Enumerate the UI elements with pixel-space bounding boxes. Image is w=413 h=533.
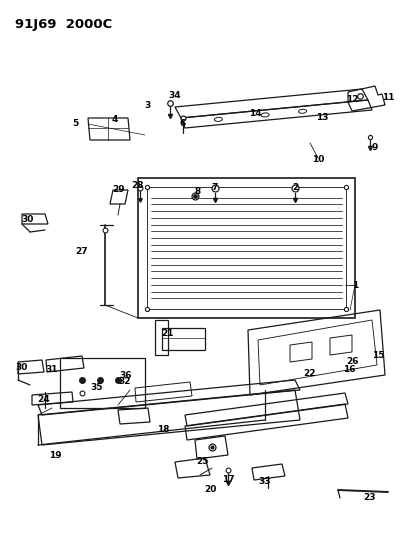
- Text: 18: 18: [157, 425, 169, 434]
- Text: 19: 19: [49, 451, 61, 461]
- Text: 32: 32: [119, 377, 131, 386]
- Text: 15: 15: [371, 351, 383, 360]
- Text: 7: 7: [211, 183, 218, 192]
- Text: 2: 2: [291, 183, 297, 192]
- Text: 23: 23: [363, 492, 375, 502]
- Text: 8: 8: [195, 188, 201, 197]
- Text: 16: 16: [342, 366, 354, 375]
- Text: 30: 30: [16, 364, 28, 373]
- Text: 21: 21: [161, 328, 174, 337]
- Text: 22: 22: [303, 368, 316, 377]
- Text: 17: 17: [221, 475, 234, 484]
- Text: 28: 28: [131, 182, 144, 190]
- Text: 14: 14: [248, 109, 261, 118]
- Text: 34: 34: [168, 91, 181, 100]
- Text: 9: 9: [371, 143, 377, 152]
- Text: 24: 24: [38, 395, 50, 405]
- Text: 33: 33: [258, 478, 271, 487]
- Text: 36: 36: [119, 370, 132, 379]
- Text: 1: 1: [351, 280, 357, 289]
- Text: 20: 20: [203, 486, 216, 495]
- Text: 27: 27: [76, 247, 88, 256]
- Text: 6: 6: [179, 119, 186, 128]
- Text: 3: 3: [145, 101, 151, 109]
- Text: 31: 31: [46, 366, 58, 375]
- Text: 30: 30: [22, 215, 34, 224]
- Text: 5: 5: [72, 119, 78, 128]
- Text: 11: 11: [381, 93, 393, 102]
- Text: 13: 13: [315, 114, 328, 123]
- Text: 26: 26: [346, 358, 358, 367]
- Text: 91J69  2000C: 91J69 2000C: [15, 18, 112, 31]
- Text: 12: 12: [345, 94, 357, 103]
- Text: 35: 35: [90, 384, 103, 392]
- Text: 4: 4: [112, 116, 118, 125]
- Text: 25: 25: [196, 457, 209, 466]
- Text: 10: 10: [311, 156, 323, 165]
- Text: 29: 29: [112, 185, 125, 195]
